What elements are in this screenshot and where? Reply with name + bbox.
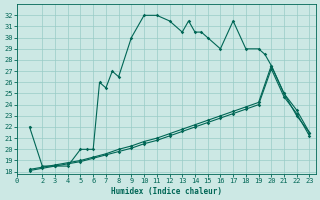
X-axis label: Humidex (Indice chaleur): Humidex (Indice chaleur) — [111, 187, 222, 196]
